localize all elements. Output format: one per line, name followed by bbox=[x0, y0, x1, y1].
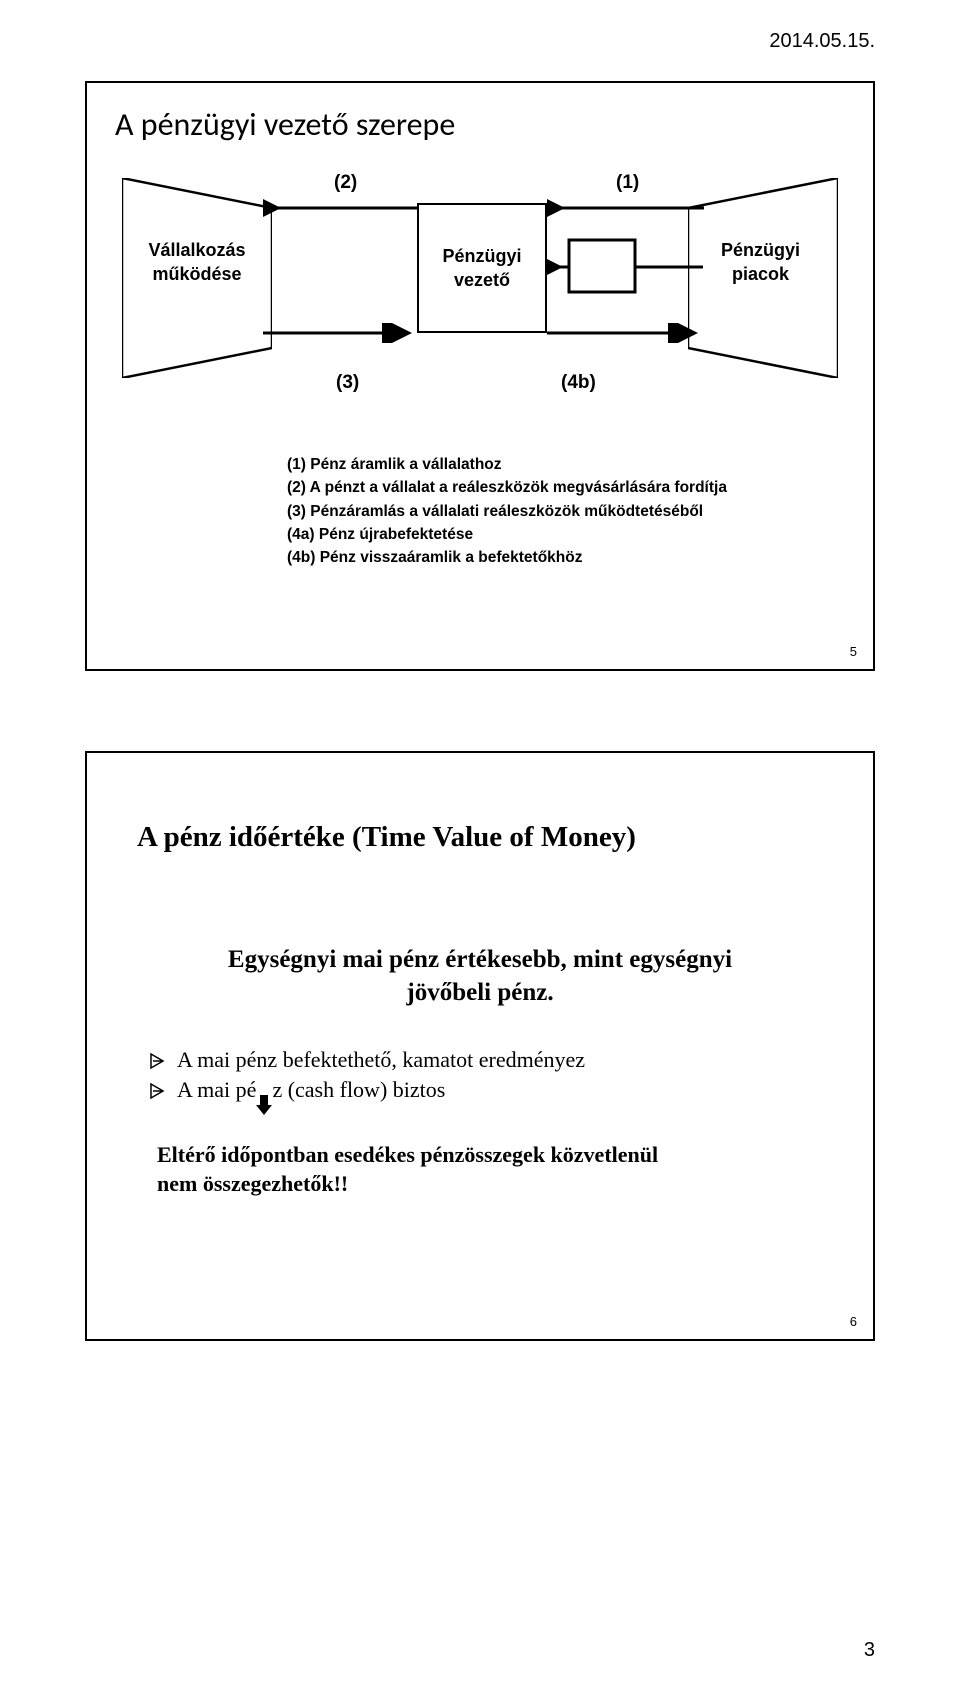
down-triangle-icon bbox=[256, 1095, 272, 1115]
date-header: 2014.05.15. bbox=[85, 30, 875, 53]
arrow-bullet-icon bbox=[149, 1080, 167, 1100]
flow-diagram: Vállalkozás működése Pénzügyi piacok Pén… bbox=[87, 168, 873, 428]
bullet-2-row: A mai pé z (cash flow) biztos bbox=[149, 1077, 873, 1103]
slide1-number: 5 bbox=[850, 644, 857, 659]
legend-5: (4b) Pénz visszaáramlik a befektetőkhöz bbox=[287, 546, 727, 569]
conclusion-line2: nem összegezhetők!! bbox=[157, 1171, 348, 1196]
arrow-2 bbox=[263, 198, 418, 218]
statement-line2: jövőbeli pénz. bbox=[406, 979, 553, 1006]
bullet-1-row: A mai pénz befektethető, kamatot eredmén… bbox=[149, 1047, 873, 1073]
bullet-2-pre: A mai pé bbox=[177, 1077, 256, 1102]
label-4b: (4b) bbox=[561, 372, 596, 394]
conclusion-line1: Eltérő időpontban esedékes pénzösszegek … bbox=[157, 1142, 658, 1167]
label-2: (2) bbox=[334, 172, 357, 194]
label-3: (3) bbox=[336, 372, 359, 394]
arrow-4b bbox=[547, 323, 704, 343]
legend: (1) Pénz áramlik a vállalathoz (2) A pén… bbox=[287, 453, 727, 569]
slide-2: A pénz időértéke (Time Value of Money) E… bbox=[85, 751, 875, 1341]
statement-line1: Egységnyi mai pénz értékesebb, mint egys… bbox=[228, 946, 732, 973]
slide2-bullets: A mai pénz befektethető, kamatot eredmén… bbox=[87, 1047, 873, 1103]
left-box: Vállalkozás működése bbox=[122, 178, 272, 378]
document-page: 2014.05.15. A pénzügyi vezető szerepe Vá… bbox=[0, 0, 960, 1684]
slide-1: A pénzügyi vezető szerepe Vállalkozás mű… bbox=[85, 81, 875, 671]
legend-3: (3) Pénzáramlás a vállalati reáleszközök… bbox=[287, 500, 727, 523]
connector-4a-right bbox=[635, 258, 705, 276]
bullet-2-post: z (cash flow) biztos bbox=[272, 1077, 445, 1102]
slide2-number: 6 bbox=[850, 1314, 857, 1329]
bullet-2-text: A mai pé z (cash flow) biztos bbox=[177, 1077, 445, 1103]
right-line2: piacok bbox=[732, 264, 789, 284]
bullet-1-text: A mai pénz befektethető, kamatot eredmén… bbox=[177, 1047, 585, 1073]
arrow-bullet-icon bbox=[149, 1050, 167, 1070]
box-4a bbox=[567, 238, 637, 294]
arrow-4a bbox=[547, 258, 571, 276]
right-line1: Pénzügyi bbox=[721, 240, 800, 260]
page-number: 3 bbox=[864, 1639, 875, 1662]
label-1: (1) bbox=[616, 172, 639, 194]
right-box: Pénzügyi piacok bbox=[688, 178, 838, 378]
arrow-3 bbox=[263, 323, 418, 343]
slide1-title: A pénzügyi vezető szerepe bbox=[87, 83, 873, 144]
left-line1: Vállalkozás bbox=[148, 240, 245, 260]
slide2-statement: Egységnyi mai pénz értékesebb, mint egys… bbox=[87, 944, 873, 1009]
left-line2: működése bbox=[152, 264, 241, 284]
legend-4: (4a) Pénz újrabefektetése bbox=[287, 523, 727, 546]
left-box-label: Vállalkozás működése bbox=[127, 238, 267, 287]
center-line1: Pénzügyi bbox=[419, 244, 545, 268]
slide2-conclusion: Eltérő időpontban esedékes pénzösszegek … bbox=[87, 1141, 873, 1198]
legend-1: (1) Pénz áramlik a vállalathoz bbox=[287, 453, 727, 476]
right-box-label: Pénzügyi piacok bbox=[688, 238, 833, 287]
legend-2: (2) A pénzt a vállalat a reáleszközök me… bbox=[287, 476, 727, 499]
slide2-title: A pénz időértéke (Time Value of Money) bbox=[87, 753, 873, 854]
arrow-1 bbox=[547, 198, 704, 218]
center-box: Pénzügyi vezető bbox=[417, 203, 547, 333]
center-line2: vezető bbox=[419, 268, 545, 292]
